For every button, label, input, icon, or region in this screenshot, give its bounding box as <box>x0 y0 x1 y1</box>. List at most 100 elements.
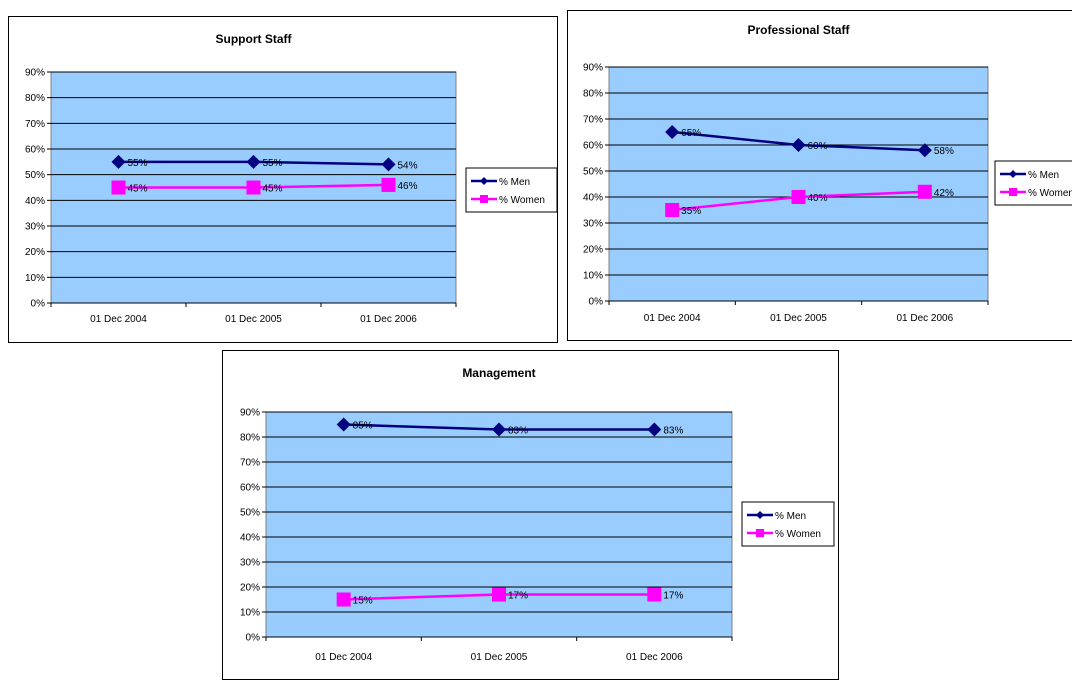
data-label: 35% <box>681 206 701 217</box>
y-tick-label: 0% <box>246 633 261 644</box>
legend <box>741 501 835 547</box>
x-tick-label: 01 Dec 2006 <box>626 652 683 663</box>
y-tick-label: 70% <box>583 115 603 126</box>
data-label: 55% <box>263 158 283 169</box>
plot-area <box>265 411 733 638</box>
y-tick-label: 50% <box>583 167 603 178</box>
legend-marker-men <box>756 511 764 519</box>
data-label: 85% <box>353 421 373 432</box>
chart-support-staff: Support Staff 0% 10% 20% 30% 40% 50% 60% 70% 80% 9… <box>8 16 558 343</box>
data-point-women <box>111 180 126 195</box>
x-tick-label: 01 Dec 2004 <box>644 313 701 324</box>
data-point-women <box>492 587 506 602</box>
chart-title: Management <box>462 366 535 380</box>
y-tick-label: 0% <box>31 299 46 310</box>
plot-area <box>608 66 989 302</box>
y-tick-label: 10% <box>583 271 603 282</box>
y-tick-label: 80% <box>240 433 260 444</box>
y-tick-label: 20% <box>240 583 260 594</box>
data-point-men <box>917 143 932 158</box>
y-tick-label: 30% <box>240 558 260 569</box>
legend-label: % Women <box>1028 188 1072 199</box>
y-tick-label: 80% <box>583 89 603 100</box>
data-label: 54% <box>398 160 418 171</box>
legend-marker-women <box>756 529 764 537</box>
y-tick-label: 30% <box>583 219 603 230</box>
data-point-women <box>791 190 806 204</box>
data-point-men <box>246 154 261 169</box>
y-tick-label: 30% <box>25 222 45 233</box>
legend-label: % Men <box>499 177 530 188</box>
legend-marker-women <box>1009 188 1017 196</box>
chart-svg: Support Staff 0% 10% 20% 30% 40% 50% 60% 70% 80% 9… <box>25 32 558 325</box>
legend <box>465 167 558 213</box>
y-tick-label: 90% <box>25 68 45 79</box>
y-tick-label: 90% <box>583 63 603 74</box>
data-label: 42% <box>934 188 954 199</box>
data-point-women <box>647 587 662 602</box>
y-tick-label: 20% <box>583 245 603 256</box>
y-tick-label: 40% <box>25 196 45 207</box>
legend-marker-men <box>480 177 488 185</box>
y-tick-label: 50% <box>240 508 260 519</box>
data-label: 58% <box>934 146 954 157</box>
data-label: 17% <box>508 591 528 602</box>
y-tick-label: 60% <box>583 141 603 152</box>
data-label: 45% <box>263 184 283 195</box>
y-tick-label: 0% <box>589 297 604 308</box>
y-tick-label: 70% <box>25 119 45 130</box>
legend-label: % Women <box>499 195 545 206</box>
chart-management: Management 0% 10% 20% 30% 40% 50% 60% 70% 80% 90% 0… <box>222 350 839 680</box>
chart-title: Support Staff <box>216 32 293 46</box>
data-point-women <box>381 177 396 192</box>
data-point-men <box>665 125 680 139</box>
y-tick-label: 10% <box>25 273 45 284</box>
legend-label: % Men <box>775 511 806 522</box>
data-point-women <box>336 592 351 607</box>
x-tick-label: 01 Dec 2005 <box>225 314 282 325</box>
chart-svg: Management 0% 10% 20% 30% 40% 50% 60% 70% 80% 90% 0… <box>240 366 835 663</box>
y-tick-label: 50% <box>25 170 45 181</box>
legend-label: % Women <box>775 529 821 540</box>
data-point-women <box>665 203 680 217</box>
legend <box>994 160 1072 206</box>
data-label: 40% <box>808 193 828 204</box>
data-point-men <box>492 422 506 437</box>
data-point-men <box>791 138 806 152</box>
data-label: 55% <box>128 158 148 169</box>
x-tick-label: 01 Dec 2006 <box>360 314 417 325</box>
y-tick-label: 60% <box>240 483 260 494</box>
data-point-men <box>381 157 396 172</box>
legend-label: % Men <box>1028 170 1059 181</box>
x-tick-label: 01 Dec 2005 <box>471 652 528 663</box>
y-tick-label: 70% <box>240 458 260 469</box>
x-tick-label: 01 Dec 2005 <box>770 313 827 324</box>
y-tick-label: 90% <box>240 408 260 419</box>
data-label: 17% <box>663 591 683 602</box>
legend-marker-men <box>1009 170 1017 178</box>
chart-professional-staff: Professional Staff 0% 10% 20% 30% 40% 50% 60% 70… <box>567 10 1072 341</box>
data-label: 60% <box>808 141 828 152</box>
data-point-women <box>917 184 932 199</box>
y-tick-label: 20% <box>25 247 45 258</box>
x-tick-label: 01 Dec 2004 <box>90 314 147 325</box>
data-label: 83% <box>663 426 683 437</box>
x-tick-label: 01 Dec 2004 <box>315 652 372 663</box>
y-tick-label: 40% <box>583 193 603 204</box>
y-tick-label: 80% <box>25 93 45 104</box>
data-point-men <box>111 154 126 169</box>
legend-marker-women <box>480 195 488 203</box>
data-label: 45% <box>128 184 148 195</box>
chart-title: Professional Staff <box>747 23 850 37</box>
data-label: 15% <box>353 596 373 607</box>
y-tick-label: 60% <box>25 145 45 156</box>
data-point-women <box>246 180 261 195</box>
data-point-men <box>647 422 662 437</box>
chart-svg: Professional Staff 0% 10% 20% 30% 40% 50% 60% 70… <box>583 23 1072 324</box>
y-tick-label: 10% <box>240 608 260 619</box>
data-label: 46% <box>398 181 418 192</box>
data-label: 65% <box>681 128 701 139</box>
x-tick-label: 01 Dec 2006 <box>896 313 953 324</box>
y-tick-label: 40% <box>240 533 260 544</box>
data-label: 83% <box>508 426 528 437</box>
